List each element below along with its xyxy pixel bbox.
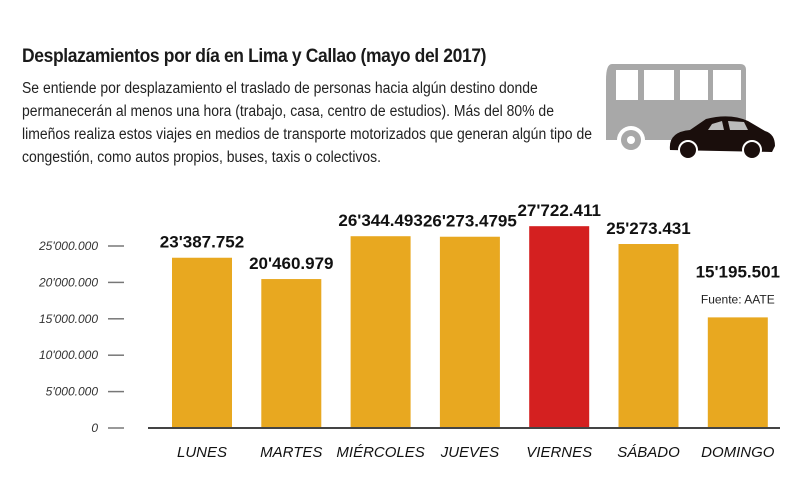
bar-martes (261, 279, 322, 428)
data-label: 27'722.411 (517, 201, 600, 220)
data-label: 20'460.979 (249, 254, 333, 273)
bar-viernes (529, 226, 590, 428)
data-label: 26'344.493 (338, 211, 422, 230)
bar-domingo (707, 317, 768, 428)
x-tick-label: VIERNES (526, 444, 592, 461)
data-label: 23'387.752 (160, 233, 244, 252)
source-note: Fuente: AATE (701, 292, 775, 306)
x-tick-label: MIÉRCOLES (336, 444, 424, 461)
chart-description: Se entiende por desplazamiento el trasla… (22, 80, 592, 166)
x-tick-label: MARTES (260, 444, 322, 461)
y-tick-label: 10'000.000 (39, 348, 98, 362)
car-icon (669, 116, 775, 160)
y-tick-label: 5'000.000 (46, 385, 99, 399)
data-label: 25'273.431 (606, 219, 690, 238)
y-tick-label: 25'000.000 (38, 239, 98, 253)
x-tick-label: LUNES (177, 444, 227, 461)
x-tick-label: DOMINGO (701, 444, 775, 461)
x-tick-label: SÁBADO (617, 444, 680, 461)
bar-miércoles (350, 236, 411, 428)
data-label: 15'195.501 (696, 262, 780, 281)
bar-jueves (439, 236, 500, 428)
bar-sábado (618, 244, 679, 428)
y-tick-label: 20'000.000 (38, 275, 98, 289)
x-tick-label: JUEVES (440, 444, 499, 461)
chart-title: Desplazamientos por día en Lima y Callao… (22, 46, 487, 67)
bar-lunes (172, 257, 232, 428)
data-label: 26'273.4795 (423, 212, 517, 231)
y-tick-label: 0 (91, 421, 98, 435)
y-tick-label: 15'000.000 (39, 312, 98, 326)
